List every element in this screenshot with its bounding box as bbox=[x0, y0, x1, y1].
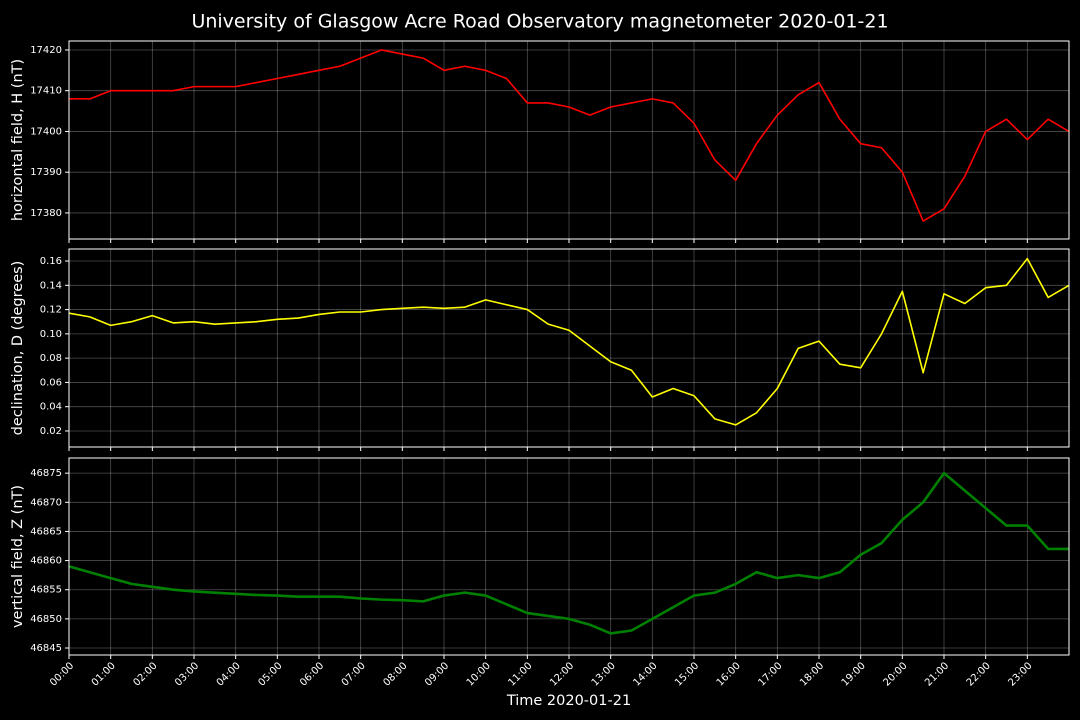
y-tick-label: 46865 bbox=[30, 526, 62, 537]
y-tick-label: 46870 bbox=[30, 497, 62, 508]
y-axis-label: vertical field, Z (nT) bbox=[10, 485, 26, 628]
x-tick-label: 02:00 bbox=[131, 660, 159, 688]
x-axis-label: Time 2020-01-21 bbox=[506, 693, 631, 709]
axes-frame bbox=[68, 248, 1070, 448]
y-tick-label: 17400 bbox=[30, 126, 62, 137]
y-tick-label: 17410 bbox=[30, 86, 62, 97]
y-tick-label: 46850 bbox=[30, 614, 62, 625]
y-tick-label: 46845 bbox=[30, 643, 62, 654]
x-tick-label: 03:00 bbox=[173, 660, 201, 688]
x-tick-label: 08:00 bbox=[381, 660, 409, 688]
x-tick-label: 15:00 bbox=[673, 660, 701, 688]
x-tick-label: 18:00 bbox=[798, 660, 826, 688]
data-line bbox=[68, 257, 1070, 426]
axes-frame bbox=[68, 457, 1070, 656]
y-tick-label: 0.04 bbox=[40, 402, 62, 413]
chart-title: University of Glasgow Acre Road Observat… bbox=[191, 11, 888, 33]
y-tick-label: 0.08 bbox=[40, 353, 62, 364]
data-line bbox=[69, 49, 1070, 222]
x-tick-label: 06:00 bbox=[298, 660, 326, 688]
y-tick-label: 17380 bbox=[30, 208, 62, 219]
axes-frame bbox=[68, 40, 1070, 240]
x-tick-label: 01:00 bbox=[90, 660, 118, 688]
y-tick-label: 17390 bbox=[30, 167, 62, 178]
x-tick-label: 19:00 bbox=[840, 660, 868, 688]
y-tick-label: 46855 bbox=[30, 585, 62, 596]
x-tick-label: 09:00 bbox=[423, 660, 451, 688]
x-tick-label: 23:00 bbox=[1006, 660, 1034, 688]
x-tick-label: 12:00 bbox=[548, 660, 576, 688]
x-tick-label: 17:00 bbox=[756, 660, 784, 688]
y-tick-label: 0.16 bbox=[40, 256, 62, 267]
x-tick-label: 00:00 bbox=[48, 660, 76, 688]
y-tick-label: 0.02 bbox=[40, 426, 62, 437]
y-axis-label: horizontal field, H (nT) bbox=[10, 59, 26, 221]
y-tick-label: 46875 bbox=[30, 468, 62, 479]
y-tick-label: 46860 bbox=[30, 556, 62, 567]
y-tick-label: 0.06 bbox=[40, 377, 62, 388]
y-tick-label: 17420 bbox=[30, 45, 62, 56]
y-tick-label: 0.12 bbox=[40, 305, 62, 316]
x-tick-label: 10:00 bbox=[465, 660, 493, 688]
x-tick-label: 22:00 bbox=[965, 660, 993, 688]
y-tick-label: 0.10 bbox=[40, 329, 62, 340]
x-tick-label: 11:00 bbox=[506, 660, 534, 688]
x-tick-label: 13:00 bbox=[590, 660, 618, 688]
x-tick-label: 16:00 bbox=[715, 660, 743, 688]
x-tick-label: 05:00 bbox=[256, 660, 284, 688]
data-line bbox=[68, 471, 1069, 635]
x-tick-label: 07:00 bbox=[340, 660, 368, 688]
x-tick-label: 20:00 bbox=[881, 660, 909, 688]
x-tick-label: 04:00 bbox=[215, 660, 243, 688]
y-axis-label: declination, D (degrees) bbox=[10, 261, 26, 436]
x-tick-label: 21:00 bbox=[923, 660, 951, 688]
y-tick-label: 0.14 bbox=[40, 280, 62, 291]
x-tick-label: 14:00 bbox=[631, 660, 659, 688]
